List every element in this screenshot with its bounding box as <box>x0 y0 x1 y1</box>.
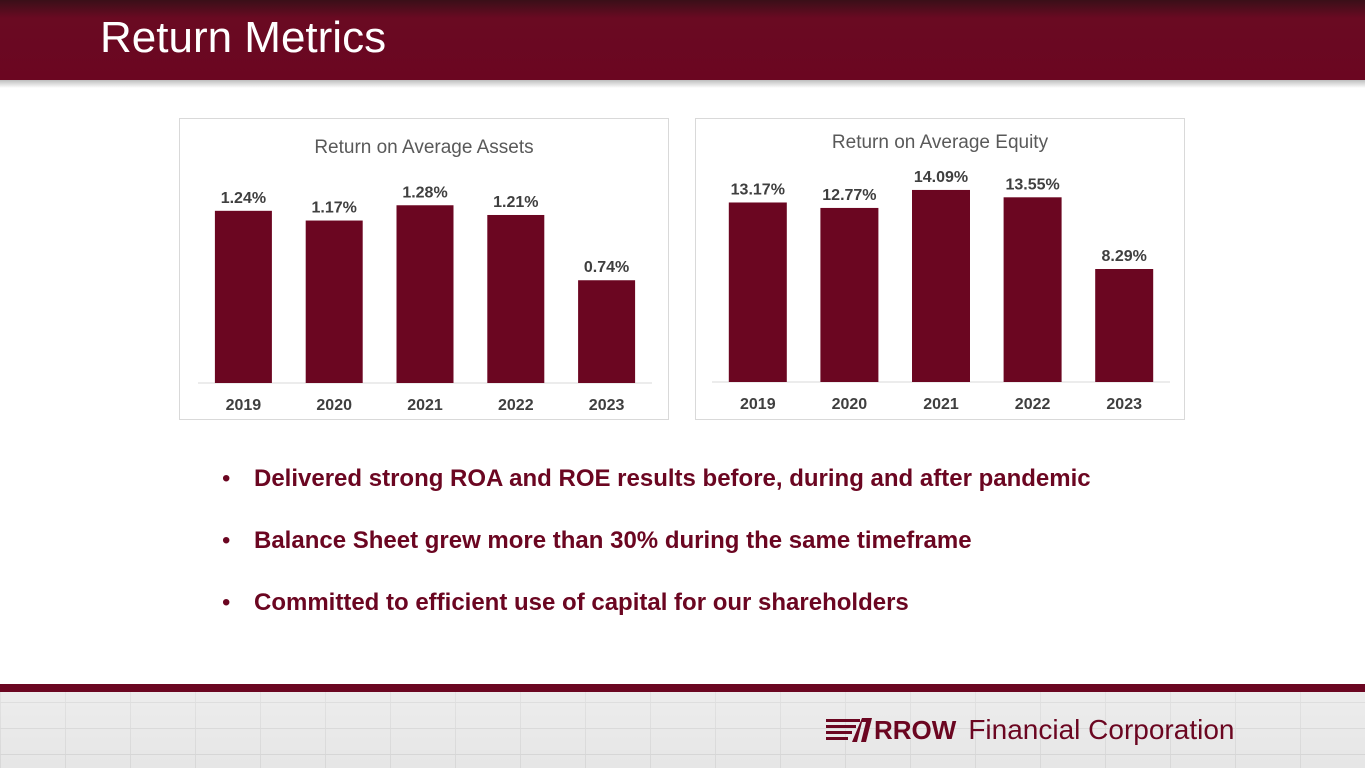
bar <box>1095 269 1154 382</box>
bullet-text: Committed to efficient use of capital fo… <box>254 589 909 616</box>
data-label: 8.29% <box>1102 248 1147 265</box>
bar <box>396 205 454 383</box>
page-title: Return Metrics <box>100 13 387 62</box>
bullet-list: • Delivered strong ROA and ROE results be… <box>222 462 1091 648</box>
bar <box>820 207 879 382</box>
bullet-dot: • <box>222 527 231 554</box>
x-tick-label: 2023 <box>1106 396 1142 413</box>
roa-chart-panel: Return on Average Assets 1.24% 2019 1.17% 20… <box>179 118 669 420</box>
data-label: 1.24% <box>221 190 266 207</box>
bullet-dot: • <box>222 465 231 492</box>
x-tick-label: 2021 <box>407 397 443 414</box>
bullet-dot: • <box>222 589 231 616</box>
bullet-item: • Committed to efficient use of capital f… <box>222 586 1091 648</box>
data-label: 14.09% <box>914 169 968 186</box>
footer-brick-background <box>0 692 1365 768</box>
data-label: 13.17% <box>731 181 785 198</box>
data-label: 1.21% <box>493 194 538 211</box>
chart-title: Return on Average Equity <box>832 132 1049 153</box>
bar <box>728 202 787 382</box>
bar <box>912 189 970 382</box>
roe-chart-panel: Return on Average Equity 13.17% 2019 12.77%… <box>695 118 1185 420</box>
bar <box>305 220 363 383</box>
roa-chart: Return on Average Assets 1.24% 2019 1.17% 20… <box>198 137 652 414</box>
bullet-item: • Balance Sheet grew more than 30% during… <box>222 524 1091 586</box>
bar <box>487 214 545 383</box>
logo-brand-text: RROW <box>874 714 957 745</box>
company-logo: RROW Financial Corporation <box>826 712 1234 748</box>
data-label: 1.28% <box>402 184 447 201</box>
data-label: 12.77% <box>822 187 876 204</box>
footer-stripe <box>0 684 1365 692</box>
data-label: 0.74% <box>584 259 629 276</box>
header-shadow <box>0 80 1365 88</box>
chart-title: Return on Average Assets <box>314 137 533 158</box>
header-bar <box>0 0 1365 80</box>
x-tick-label: 2022 <box>1015 396 1051 413</box>
x-tick-label: 2019 <box>740 396 776 413</box>
x-tick-label: 2019 <box>226 397 262 414</box>
x-tick-label: 2022 <box>498 397 534 414</box>
x-tick-label: 2023 <box>589 397 625 414</box>
data-label: 13.55% <box>1005 176 1059 193</box>
x-tick-label: 2020 <box>832 396 868 413</box>
x-tick-label: 2020 <box>316 397 352 414</box>
bullet-item: • Delivered strong ROA and ROE results be… <box>222 462 1091 524</box>
bar <box>578 280 636 383</box>
roe-chart: Return on Average Equity 13.17% 2019 12.77%… <box>712 132 1170 413</box>
bar <box>214 210 272 383</box>
logo-company-text: Financial Corporation <box>968 714 1235 745</box>
x-tick-label: 2021 <box>923 396 959 413</box>
bar <box>1003 197 1062 382</box>
bullet-text: Balance Sheet grew more than 30% during … <box>254 527 972 554</box>
arrow-logo-icon <box>826 718 872 742</box>
data-label: 1.17% <box>312 200 357 217</box>
bullet-text: Delivered strong ROA and ROE results bef… <box>254 465 1091 492</box>
